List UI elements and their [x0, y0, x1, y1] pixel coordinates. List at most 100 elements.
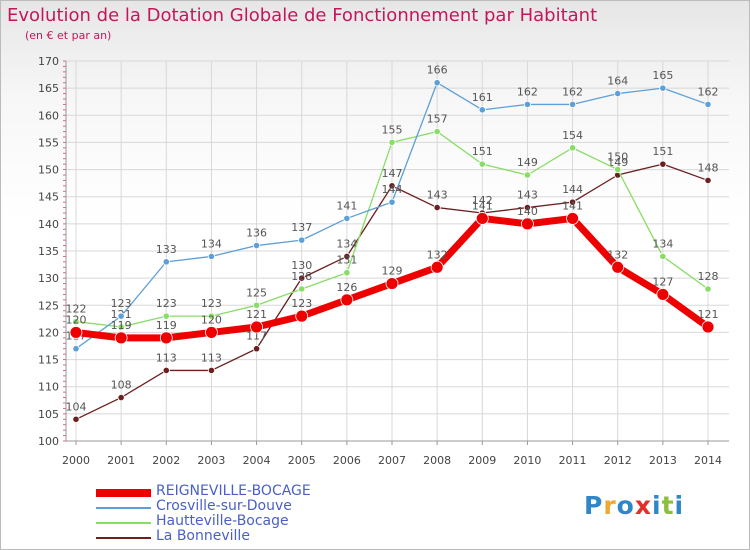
data-point	[521, 217, 534, 231]
data-label: 143	[427, 189, 448, 202]
data-label: 120	[201, 313, 222, 326]
data-point	[388, 138, 396, 147]
data-point	[433, 203, 441, 212]
x-tick-label: 2002	[152, 454, 180, 467]
logo-letter: r	[603, 491, 617, 520]
data-point	[298, 236, 306, 244]
x-tick-label: 2007	[378, 454, 406, 467]
data-label: 129	[382, 265, 403, 278]
data-point	[478, 106, 486, 114]
data-point	[207, 312, 216, 320]
data-label: 166	[427, 64, 448, 77]
data-label: 143	[517, 189, 538, 202]
data-point	[298, 285, 306, 293]
y-tick-label: 150	[38, 164, 59, 177]
data-label: 119	[111, 319, 132, 332]
data-label: 161	[472, 91, 493, 104]
logo-letter: i	[674, 491, 685, 520]
data-label: 121	[246, 308, 267, 321]
data-point	[614, 165, 622, 174]
data-point	[250, 320, 263, 334]
y-tick-label: 125	[38, 299, 59, 312]
proxiti-logo: Proxiti	[584, 491, 684, 520]
data-point	[72, 317, 80, 326]
data-point	[252, 301, 261, 309]
y-tick-label: 135	[38, 245, 59, 258]
data-point	[704, 100, 712, 109]
data-point	[611, 260, 625, 274]
data-point	[114, 331, 128, 345]
data-label: 127	[652, 275, 673, 288]
logo-letter: o	[616, 491, 635, 520]
x-tick-label: 2012	[604, 454, 632, 467]
data-label: 134	[201, 237, 222, 250]
data-point	[343, 214, 351, 223]
data-point	[566, 212, 579, 225]
x-tick-label: 2006	[333, 454, 361, 467]
data-point	[388, 182, 396, 190]
data-point	[343, 269, 351, 277]
y-tick-label: 105	[38, 408, 59, 421]
data-label: 134	[652, 237, 673, 250]
x-tick-label: 2011	[559, 454, 587, 467]
data-point	[614, 89, 622, 98]
legend-swatch	[96, 537, 151, 539]
logo-letter: x	[634, 491, 652, 520]
data-label: 128	[291, 270, 312, 283]
data-point	[72, 345, 80, 353]
data-point	[159, 331, 173, 345]
data-label: 165	[652, 69, 673, 82]
x-tick-label: 2009	[468, 454, 496, 467]
data-point	[162, 312, 170, 320]
data-label: 164	[607, 75, 628, 88]
legend-label: Hautteville-Bocage	[156, 513, 289, 529]
data-point	[704, 285, 712, 293]
data-point	[117, 323, 125, 331]
x-tick-label: 2010	[513, 454, 541, 467]
data-point	[340, 293, 354, 307]
data-label: 151	[472, 145, 493, 158]
data-point	[701, 320, 715, 334]
data-point	[207, 366, 216, 375]
legend-label: La Bonneville	[156, 528, 250, 544]
data-point	[433, 127, 441, 136]
data-point	[298, 274, 306, 282]
data-point	[385, 277, 399, 290]
data-label: 104	[66, 400, 87, 413]
data-label: 149	[607, 156, 628, 169]
y-tick-label: 140	[38, 218, 59, 231]
data-label: 108	[111, 379, 132, 392]
series-crosville-sur-douve: 117 123 133 134 136 137 141 144 166 161 162 162 164 1…	[66, 64, 719, 353]
data-point	[252, 345, 261, 353]
y-tick-label: 130	[38, 272, 59, 285]
data-label: 120	[66, 313, 87, 326]
data-label: 137	[291, 221, 312, 234]
data-label: 128	[698, 270, 719, 283]
data-label: 123	[111, 297, 132, 310]
data-point	[69, 326, 83, 339]
x-tick-label: 2008	[423, 454, 451, 467]
y-tick-label: 120	[38, 326, 59, 339]
data-label: 150	[607, 151, 628, 164]
legend-label: Crosville-sur-Douve	[156, 498, 292, 514]
chart-title: Evolution de la Dotation Globale de Fonc…	[7, 5, 598, 26]
data-point	[704, 176, 712, 185]
data-label: 123	[291, 297, 312, 310]
data-label: 162	[698, 85, 719, 98]
data-label: 144	[382, 183, 403, 196]
data-point	[117, 312, 125, 320]
data-point	[475, 212, 489, 225]
series-reigneville-bocage: 120 119 119 120 121 123 126 129 132 141 140 141 132 1…	[66, 199, 719, 345]
logo-letter: i	[652, 491, 662, 520]
data-label: 125	[246, 286, 267, 299]
data-point	[659, 84, 667, 92]
data-label: 121	[698, 308, 719, 321]
data-point	[162, 366, 170, 375]
data-point	[430, 260, 444, 274]
data-point	[388, 198, 396, 206]
data-label: 132	[427, 248, 448, 261]
legend-swatch	[96, 522, 151, 524]
x-tick-label: 2004	[243, 454, 271, 467]
